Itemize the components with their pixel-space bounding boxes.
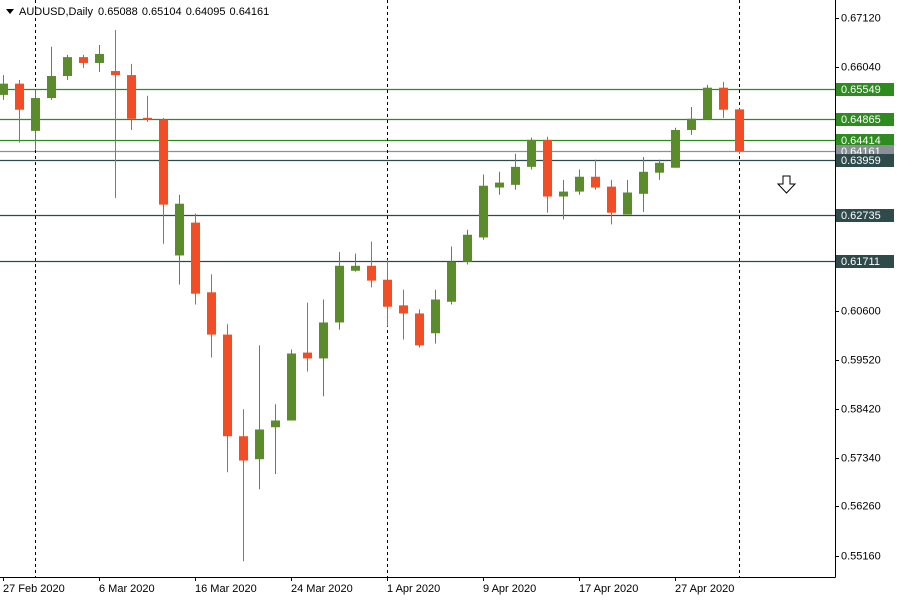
candle-body	[191, 222, 200, 294]
candle-body	[655, 162, 664, 173]
candle-body	[287, 353, 296, 421]
candle-body	[463, 234, 472, 262]
candle-body	[0, 83, 8, 95]
candle-body	[479, 185, 488, 238]
candle-body	[47, 76, 56, 99]
level-label-box	[836, 255, 894, 268]
candle-body	[591, 176, 600, 188]
candle-body	[207, 292, 216, 335]
y-tick-label: 0.67120	[841, 12, 881, 24]
header-close: 0.64161	[230, 6, 270, 18]
candle-body	[303, 352, 312, 359]
y-tick-label: 0.55160	[841, 550, 881, 562]
candle-body	[703, 87, 712, 120]
candle-body	[543, 139, 552, 197]
candle-body	[335, 265, 344, 323]
candle-body	[623, 192, 632, 215]
y-tick-label: 0.56260	[841, 500, 881, 512]
candle-body	[735, 109, 744, 152]
candle-body	[719, 87, 728, 110]
y-tick-label: 0.58420	[841, 403, 881, 415]
candle-body	[79, 57, 88, 63]
candle-body	[63, 57, 72, 77]
level-label-box	[836, 209, 894, 222]
candle-body	[111, 71, 120, 76]
chart-header: AUDUSD,Daily 0.65088 0.65104 0.64095 0.6…	[19, 6, 269, 18]
header-open: 0.65088	[98, 6, 138, 18]
candle-body	[575, 176, 584, 192]
candle-body	[511, 166, 520, 185]
y-tick-label: 0.57340	[841, 452, 881, 464]
level-label-box	[836, 154, 894, 167]
level-label-box	[836, 134, 894, 147]
y-tick-label: 0.60600	[841, 305, 881, 317]
candle-body	[271, 420, 280, 428]
candle-body	[127, 75, 136, 119]
y-tick-label: 0.59520	[841, 354, 881, 366]
levels	[0, 88, 835, 263]
candles	[0, 30, 744, 562]
candle-body	[239, 436, 248, 461]
candle-body	[415, 313, 424, 346]
candle-body	[559, 191, 568, 197]
candle-body	[431, 299, 440, 334]
header-low: 0.64095	[186, 6, 226, 18]
level-label: 0.61711	[841, 256, 880, 268]
level-label: 0.65549	[841, 84, 881, 96]
header-high: 0.65104	[142, 6, 182, 18]
x-tick-label: 27 Apr 2020	[675, 583, 734, 595]
level-label: 0.62735	[841, 210, 881, 222]
menu-triangle	[6, 9, 14, 14]
candle-body	[319, 322, 328, 359]
candle-body	[175, 203, 184, 256]
candle-body	[639, 171, 648, 194]
x-tick-label: 16 Mar 2020	[195, 583, 257, 595]
level-label: 0.63959	[841, 155, 881, 167]
candle-body	[95, 53, 104, 63]
symbol: AUDUSD,Daily	[19, 6, 93, 18]
x-tick-label: 6 Mar 2020	[99, 583, 155, 595]
level-label-box	[836, 113, 894, 126]
x-tick-label: 27 Feb 2020	[3, 583, 65, 595]
candle-body	[607, 186, 616, 213]
candle-body	[351, 265, 360, 271]
candle-body	[687, 118, 696, 130]
sell-arrow	[776, 175, 797, 194]
candle-body	[495, 182, 504, 188]
candle-body	[447, 261, 456, 302]
level-label-box	[836, 83, 894, 96]
level-label: 0.64414	[841, 135, 881, 147]
candle-body	[15, 83, 24, 110]
candle-body	[159, 119, 168, 205]
x-tick-label: 9 Apr 2020	[483, 583, 536, 595]
x-tick-label: 1 Apr 2020	[387, 583, 440, 595]
candle-body	[383, 279, 392, 307]
candle-body	[31, 98, 40, 131]
candle-body	[255, 429, 264, 460]
candle-body	[399, 305, 408, 314]
candle-body	[671, 129, 680, 168]
axis: 0.67120 0.66040 0.60600 0.59520 0.58420 0.573…	[3, 12, 894, 595]
x-tick-label: 24 Mar 2020	[291, 583, 353, 595]
x-tick-label: 17 Apr 2020	[579, 583, 638, 595]
y-tick-label: 0.66040	[841, 61, 881, 73]
candle-body	[143, 117, 152, 120]
candle-body	[223, 334, 232, 437]
candle-body	[367, 265, 376, 281]
level-label: 0.64865	[841, 114, 881, 126]
candle-body	[527, 139, 536, 167]
